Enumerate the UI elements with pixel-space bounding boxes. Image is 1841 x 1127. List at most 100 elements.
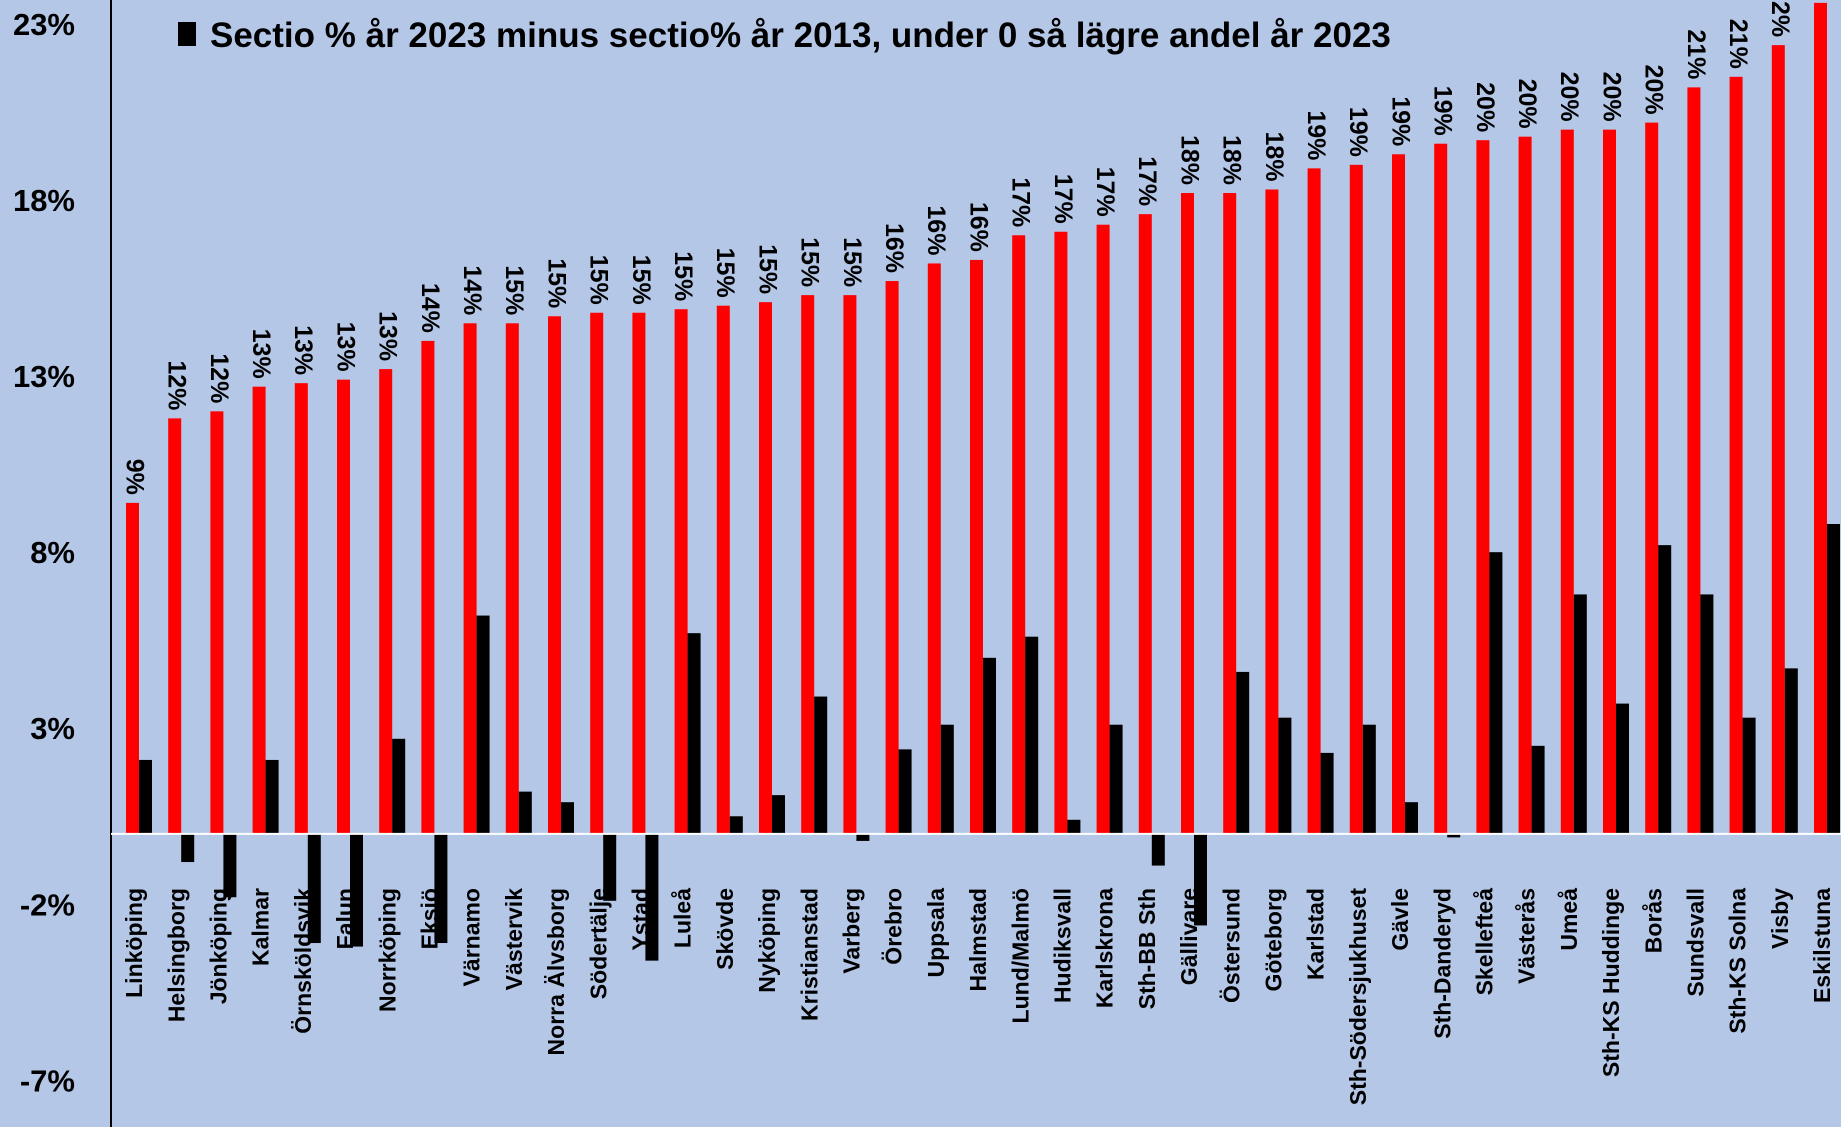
- legend-swatch: [178, 22, 196, 46]
- category-label: Kalmar: [248, 888, 274, 966]
- legend-label: Sectio % år 2023 minus sectio% år 2013, …: [210, 16, 1391, 55]
- value-label: 13%: [331, 322, 359, 372]
- black-bar: [1067, 819, 1081, 834]
- black-bar: [687, 633, 701, 834]
- category-label: Luleå: [670, 888, 696, 948]
- category-label: Sth-Danderyd: [1429, 888, 1455, 1039]
- category-label: Visby: [1767, 888, 1793, 949]
- red-bar: [421, 340, 435, 834]
- black-bar: [434, 833, 448, 944]
- value-label: 16%: [880, 223, 908, 273]
- y-tick-label: 23%: [13, 7, 75, 42]
- value-label: 17%: [1091, 167, 1119, 217]
- value-label: 15%: [711, 248, 739, 298]
- category-label: Helsingborg: [163, 888, 189, 1022]
- black-bar: [603, 833, 617, 901]
- red-bar: [801, 295, 815, 834]
- black-series-bars: [139, 524, 1840, 961]
- red-bar: [759, 302, 772, 834]
- black-bar: [181, 833, 195, 863]
- category-label: Sth-KS Solna: [1725, 888, 1751, 1034]
- legend: Sectio % år 2023 minus sectio% år 2013, …: [178, 16, 1391, 55]
- red-bar: [337, 379, 350, 834]
- black-bar: [1109, 724, 1123, 834]
- red-bar: [843, 295, 857, 834]
- red-bar: [1687, 87, 1701, 834]
- value-label: 18%: [1260, 131, 1288, 181]
- y-tick-label: -7%: [20, 1063, 75, 1098]
- category-label: Eskilstuna: [1809, 888, 1835, 1003]
- black-bar: [1573, 594, 1587, 834]
- black-bar: [223, 833, 237, 898]
- value-label: 22%: [1766, 0, 1794, 37]
- category-label: Skellefteå: [1471, 888, 1497, 996]
- value-label: 16%: [922, 205, 950, 255]
- category-label: Norra Älvsborg: [543, 888, 569, 1055]
- black-bar: [561, 802, 574, 834]
- black-bar: [983, 657, 996, 834]
- black-bar: [1320, 752, 1334, 834]
- value-label: 13%: [374, 311, 402, 361]
- category-label: Lund/Malmö: [1007, 888, 1033, 1023]
- category-label: Eksjö: [416, 888, 442, 949]
- category-label: Borås: [1640, 888, 1666, 953]
- black-bar: [265, 759, 279, 834]
- red-bar: [252, 386, 266, 834]
- y-tick-label: 13%: [13, 359, 75, 394]
- red-bar: [1392, 154, 1405, 834]
- red-bar: [927, 263, 941, 834]
- value-label: 19%: [1386, 96, 1414, 146]
- category-label: Hudiksvall: [1049, 888, 1075, 1003]
- category-label: Norrköping: [374, 888, 400, 1012]
- black-bar: [1194, 833, 1207, 926]
- value-labels: 9% 12% 12% 13% 13% 13% 13% 14% 14% 15% 15% 15% 15% 15…: [120, 0, 1794, 495]
- category-label: Linköping: [121, 888, 147, 998]
- value-label: 15%: [500, 265, 528, 315]
- category-label: Sth-BB Sth: [1134, 888, 1160, 1009]
- red-series-bars: [126, 2, 1827, 834]
- red-bar: [1603, 129, 1616, 834]
- value-label: 19%: [1344, 107, 1372, 157]
- black-bar: [729, 816, 743, 834]
- category-label: Uppsala: [923, 888, 949, 978]
- value-label: 15%: [669, 251, 697, 301]
- value-label: 18%: [1175, 135, 1203, 185]
- value-label: 17%: [1007, 177, 1035, 227]
- red-bar: [1138, 214, 1152, 834]
- category-label: Värnamo: [459, 888, 485, 986]
- black-bar: [814, 696, 828, 834]
- category-label: Kristianstad: [796, 888, 822, 1021]
- red-bar: [1729, 76, 1743, 834]
- black-bar: [1658, 545, 1672, 834]
- category-label: Gällivare: [1176, 888, 1202, 985]
- value-label: 15%: [585, 255, 613, 305]
- black-bar: [1827, 524, 1840, 834]
- black-bar: [139, 759, 152, 834]
- value-label: 14%: [458, 265, 486, 315]
- red-bar: [505, 323, 519, 834]
- value-label: 17%: [1133, 156, 1161, 206]
- red-bar: [1054, 231, 1068, 834]
- red-bar: [294, 383, 308, 834]
- category-label: Sth-Södersjukhuset: [1345, 888, 1371, 1106]
- black-bar: [1405, 802, 1418, 834]
- black-bar: [1531, 745, 1545, 834]
- category-label: Skövde: [712, 888, 738, 970]
- category-label: Falun: [332, 888, 358, 949]
- value-label: 12%: [163, 360, 191, 410]
- category-label: Örnsköldsvik: [290, 888, 316, 1034]
- value-label: 14%: [416, 283, 444, 333]
- black-bar: [1151, 833, 1165, 866]
- red-bar: [716, 305, 730, 834]
- black-bar: [392, 738, 406, 834]
- value-label: 15%: [753, 244, 781, 294]
- y-tick-label: 3%: [30, 711, 75, 746]
- y-tick-label: -2%: [20, 887, 75, 922]
- black-bar: [1447, 833, 1461, 838]
- category-label: Göteborg: [1260, 888, 1286, 992]
- red-bar: [126, 502, 139, 834]
- value-label: 9%: [120, 459, 148, 495]
- black-bar: [1025, 636, 1039, 834]
- y-tick-label: 8%: [30, 535, 75, 570]
